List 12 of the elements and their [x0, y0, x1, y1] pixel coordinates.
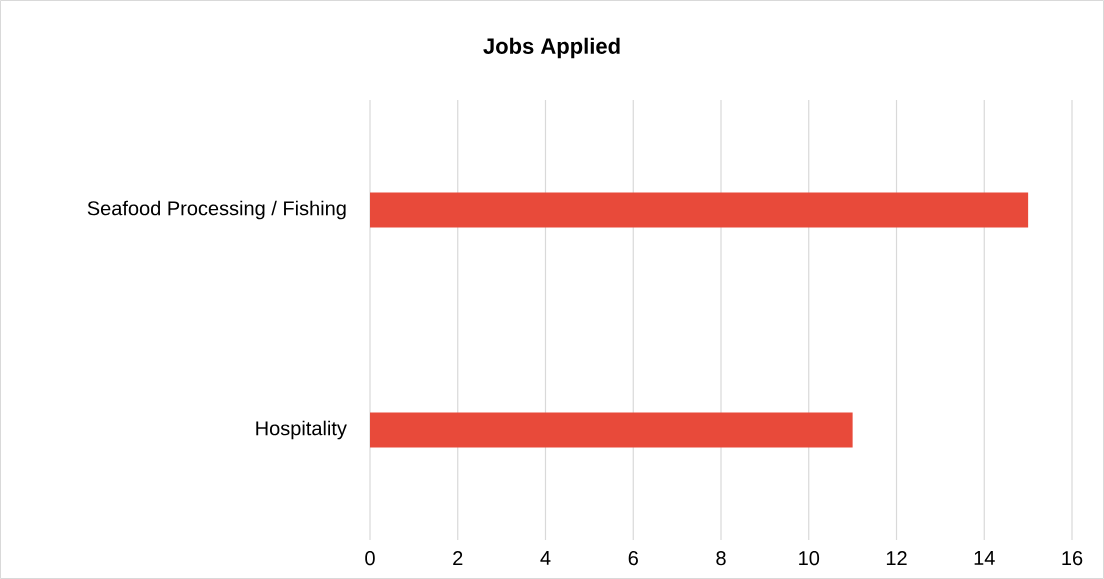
x-tick-label: 8 [716, 551, 726, 566]
x-tick-label: 14 [974, 551, 995, 565]
x-tick-label: 6 [628, 551, 638, 566]
chart-title: Jobs Applied [483, 37, 620, 59]
y-tick-label: Hospitality [256, 420, 347, 440]
x-tick-label: 0 [365, 551, 375, 566]
x-tick-label: 12 [886, 551, 907, 566]
x-tick-label: 4 [540, 551, 551, 565]
y-tick-label: Seafood Processing / Fishing [87, 200, 346, 220]
x-tick-label: 2 [453, 551, 463, 566]
x-tick-label: 10 [799, 551, 820, 566]
x-tick-label: 16 [1062, 551, 1083, 566]
